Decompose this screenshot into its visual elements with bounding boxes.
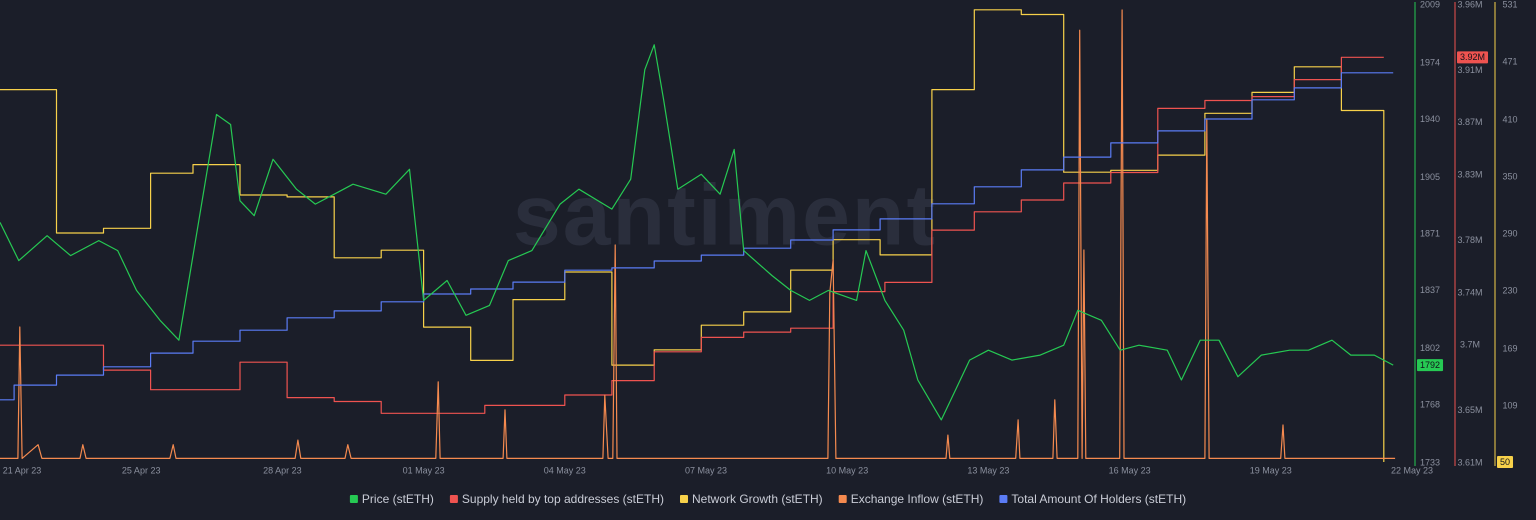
y-tick-label: 290: [1502, 228, 1517, 238]
x-tick-label: 01 May 23: [403, 465, 445, 475]
legend-item: Network Growth (stETH): [680, 492, 823, 506]
x-tick-label: 13 May 23: [967, 465, 1009, 475]
legend-item: Total Amount Of Holders (stETH): [999, 492, 1186, 506]
badge-bg: [1497, 456, 1514, 469]
last-value-badge: 50: [1497, 456, 1514, 469]
y-tick-label: 531: [1502, 0, 1517, 9]
badge-label: 3.92M: [1460, 52, 1485, 62]
y-tick-label: 410: [1502, 114, 1517, 124]
legend-swatch: [349, 495, 358, 503]
y-tick-label: 1837: [1420, 285, 1440, 295]
legend-label: Network Growth (stETH): [692, 492, 823, 506]
last-value-badge: 1792: [1417, 359, 1444, 372]
y-tick-label: 3.96M: [1457, 0, 1482, 9]
x-tick-label: 16 May 23: [1109, 465, 1151, 475]
x-tick-label: 28 Apr 23: [263, 465, 302, 475]
x-tick-label: 19 May 23: [1250, 465, 1292, 475]
x-tick-label: 25 Apr 23: [122, 465, 161, 475]
legend-swatch: [449, 495, 458, 503]
y-tick-label: 3.78M: [1457, 235, 1482, 245]
badge-bg: [1457, 51, 1489, 64]
y-tick-label: 3.87M: [1457, 117, 1482, 127]
badge-bg: [1417, 359, 1444, 372]
y-tick-label: 3.61M: [1457, 457, 1482, 467]
y-tick-label: 1940: [1420, 114, 1440, 124]
x-tick-label: 07 May 23: [685, 465, 727, 475]
y-tick-label: 1733: [1420, 457, 1440, 467]
legend-item: Exchange Inflow (stETH): [838, 492, 984, 506]
legend-label: Total Amount Of Holders (stETH): [1011, 492, 1186, 506]
legend-swatch: [999, 495, 1008, 503]
legend: Price (stETH) Supply held by top addresse…: [349, 492, 1186, 506]
series-line: [0, 44, 1394, 421]
x-tick-label: 21 Apr 23: [3, 465, 42, 475]
legend-swatch: [838, 495, 847, 503]
y-tick-label: 1871: [1420, 228, 1440, 238]
x-tick-label: 22 May 23: [1391, 465, 1433, 475]
y-tick-label: 350: [1502, 171, 1517, 181]
legend-item: Supply held by top addresses (stETH): [449, 492, 664, 506]
y-tick-label: 471: [1502, 56, 1517, 66]
series-line: [0, 9, 1396, 459]
y-tick-label: 1768: [1420, 399, 1440, 409]
y-tick-label: 230: [1502, 285, 1517, 295]
y-tick-label: 3.7M: [1460, 340, 1480, 350]
y-tick-label: 109: [1502, 400, 1517, 410]
series-line: [0, 72, 1394, 401]
y-tick-label: 169: [1502, 343, 1517, 353]
y-tick-label: 3.83M: [1457, 169, 1482, 179]
legend-label: Price (stETH): [362, 492, 434, 506]
watermark: santiment: [513, 168, 937, 264]
last-value-badge: 3.92M: [1457, 51, 1489, 64]
x-tick-label: 10 May 23: [826, 465, 868, 475]
y-tick-label: 3.65M: [1457, 405, 1482, 415]
plot-area: [0, 9, 1396, 462]
legend-label: Exchange Inflow (stETH): [851, 492, 984, 506]
x-tick-label: 04 May 23: [544, 465, 586, 475]
legend-item: Price (stETH): [349, 492, 434, 506]
y-tick-label: 1974: [1420, 57, 1440, 67]
y-tick-label: 3.74M: [1457, 287, 1482, 297]
y-tick-label: 1905: [1420, 172, 1440, 182]
legend-swatch: [680, 495, 688, 503]
badge-label: 50: [1500, 457, 1510, 467]
series-line: [0, 56, 1384, 414]
badge-label: 1792: [1420, 360, 1440, 370]
legend-label: Supply held by top addresses (stETH): [462, 492, 664, 506]
y-tick-label: 1802: [1420, 343, 1440, 353]
y-tick-label: 3.91M: [1457, 65, 1482, 75]
axes: 21 Apr 23 25 Apr 23 28 Apr 23 01 May 23 04 M…: [3, 0, 1518, 475]
y-tick-label: 2009: [1420, 0, 1440, 9]
